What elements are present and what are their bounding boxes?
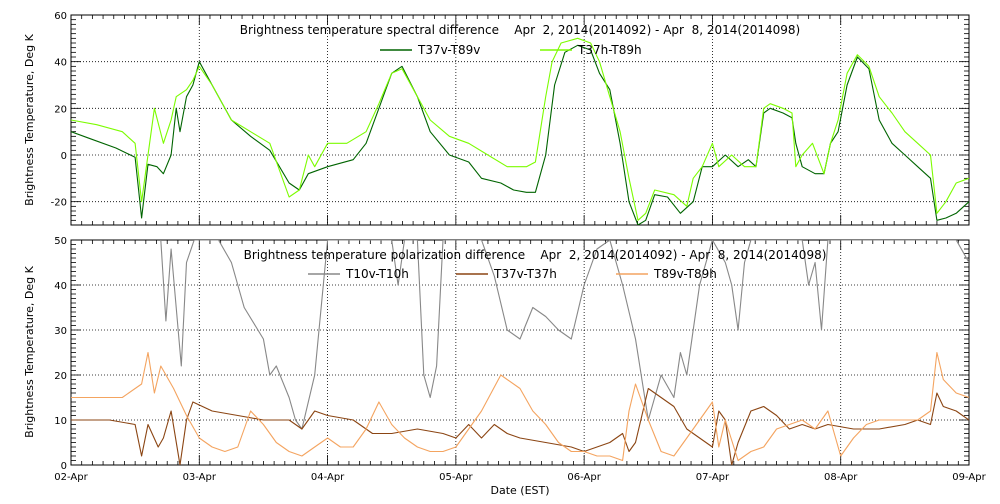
y-tick-label: 20: [54, 104, 67, 115]
legend-label-T37h-T89h: T37h-T89h: [577, 43, 642, 57]
chart-title: Brightness temperature spectral differen…: [240, 23, 800, 37]
y-tick-label: 20: [54, 371, 67, 382]
series-group: [71, 240, 969, 465]
x-tick-labels: 02-Apr 03-Apr 04-Apr 05-Apr 06-Apr 07-Apr 08-A…: [54, 472, 986, 483]
x-tick-label-09-Apr: 09-Apr: [952, 472, 986, 483]
y-tick-label: 60: [54, 11, 67, 22]
series-group: [71, 37, 969, 225]
x-tick-label-06-Apr: 06-Apr: [567, 472, 601, 483]
y-tick-label: 0: [61, 151, 67, 162]
x-tick-label-05-Apr: 05-Apr: [439, 472, 473, 483]
x-tick-label-04-Apr: 04-Apr: [311, 472, 345, 483]
y-tick-label: 0: [61, 461, 67, 472]
legend-label-T89v-T89h: T89v-T89h: [653, 267, 717, 281]
legend-label-T37v-T89v: T37v-T89v: [417, 43, 480, 57]
legend-label-T10v-T10h: T10v-T10h: [345, 267, 409, 281]
series-line-T89v-T89h: [71, 351, 969, 462]
y-tick-label: 40: [54, 281, 67, 292]
x-axis-label: Date (EST): [490, 484, 549, 497]
y-tick-label: 30: [54, 326, 67, 337]
series-line-T10v-T10h: [160, 240, 969, 430]
y-axis-label: Brightness Temperature, Deg K: [23, 33, 36, 205]
x-tick-label-08-Apr: 08-Apr: [824, 472, 858, 483]
legend-label-T37v-T37h: T37v-T37h: [493, 267, 557, 281]
y-tick-label: 10: [54, 416, 67, 427]
x-tick-label-02-Apr: 02-Apr: [54, 472, 88, 483]
y-tick-label: 50: [54, 236, 67, 247]
y-tick-label: 40: [54, 58, 67, 69]
axis-ticks: -20 0 20 40 60: [51, 11, 970, 226]
series-line-T37h-T89h: [71, 37, 969, 221]
polarization-difference-panel: 0 10 20 30 40 50 Brightness temperature polar…: [23, 236, 987, 497]
x-tick-label-07-Apr: 07-Apr: [696, 472, 730, 483]
axis-ticks: 0 10 20 30 40 50: [54, 236, 970, 472]
y-axis-label: Brightness Temperature, Deg K: [23, 265, 36, 437]
x-tick-label-03-Apr: 03-Apr: [183, 472, 217, 483]
y-tick-label: -20: [51, 198, 67, 209]
spectral-difference-panel: -20 0 20 40 60 Brightness temperature spectr…: [23, 11, 970, 226]
chart-title: Brightness temperature polarization diff…: [244, 248, 827, 262]
